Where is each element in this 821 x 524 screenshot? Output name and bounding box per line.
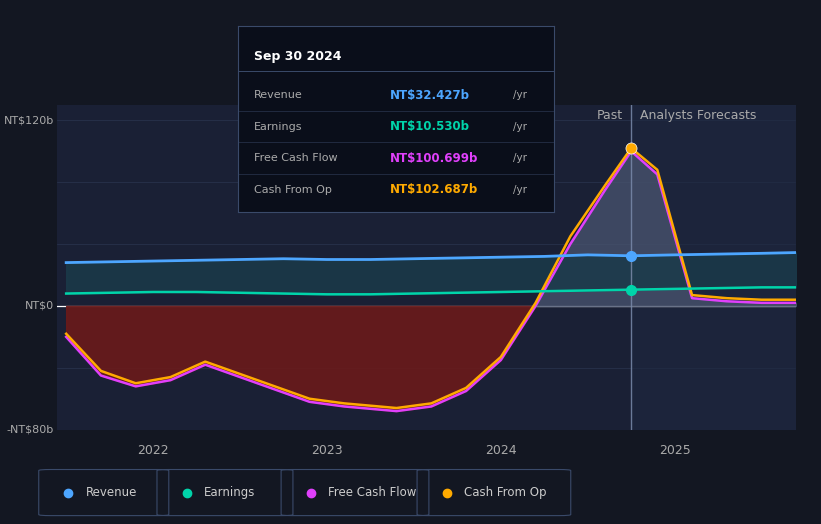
Text: Cash From Op: Cash From Op <box>465 486 547 499</box>
Text: Earnings: Earnings <box>254 122 302 132</box>
Text: Revenue: Revenue <box>254 90 303 100</box>
Text: 2024: 2024 <box>485 444 516 456</box>
Text: 2022: 2022 <box>137 444 169 456</box>
Text: NT$100.699b: NT$100.699b <box>390 152 478 165</box>
Text: Free Cash Flow: Free Cash Flow <box>328 486 417 499</box>
Text: NT$102.687b: NT$102.687b <box>390 183 478 196</box>
Text: Revenue: Revenue <box>86 486 137 499</box>
Text: Analysts Forecasts: Analysts Forecasts <box>640 110 756 123</box>
Text: /yr: /yr <box>513 185 527 195</box>
Text: Free Cash Flow: Free Cash Flow <box>254 154 337 163</box>
Bar <box>631 105 796 430</box>
Text: -NT$80b: -NT$80b <box>7 424 54 435</box>
Text: NT$120b: NT$120b <box>4 115 54 125</box>
Text: NT$32.427b: NT$32.427b <box>390 89 470 102</box>
Text: NT$0: NT$0 <box>25 301 54 311</box>
Text: 2023: 2023 <box>311 444 342 456</box>
Text: Cash From Op: Cash From Op <box>254 185 332 195</box>
Text: Earnings: Earnings <box>204 486 255 499</box>
Text: NT$10.530b: NT$10.530b <box>390 120 470 133</box>
Text: /yr: /yr <box>513 122 527 132</box>
Text: /yr: /yr <box>513 154 527 163</box>
Text: 2025: 2025 <box>658 444 690 456</box>
Text: Past: Past <box>596 110 622 123</box>
Text: /yr: /yr <box>513 90 527 100</box>
Text: Sep 30 2024: Sep 30 2024 <box>254 50 342 63</box>
